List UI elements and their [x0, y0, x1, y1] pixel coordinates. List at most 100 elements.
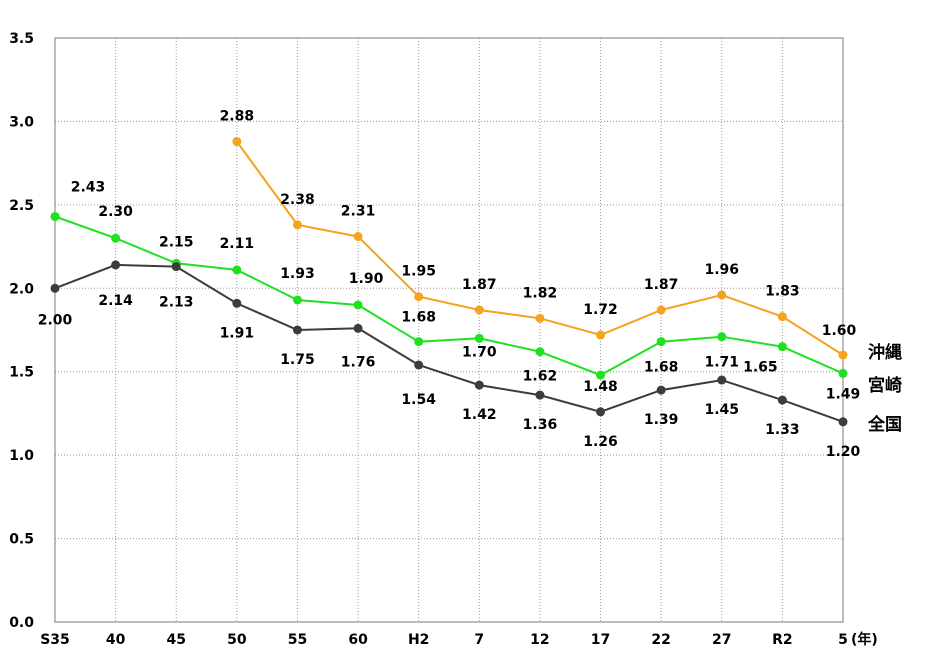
- data-point: [474, 305, 484, 315]
- data-point: [232, 265, 242, 275]
- data-point: [232, 298, 242, 308]
- data-point: [596, 330, 606, 340]
- data-label: 1.83: [765, 284, 800, 300]
- data-label: 2.88: [220, 108, 255, 124]
- data-point: [777, 395, 787, 405]
- data-label: 1.68: [401, 310, 436, 326]
- data-label: 1.76: [341, 354, 376, 370]
- data-point: [717, 290, 727, 300]
- data-point: [777, 312, 787, 322]
- data-label: 1.75: [280, 352, 315, 368]
- x-tick-label: R2: [772, 632, 793, 648]
- data-label: 1.48: [583, 379, 618, 395]
- data-point: [474, 380, 484, 390]
- data-point: [656, 337, 666, 347]
- data-label: 1.90: [349, 271, 384, 287]
- data-label: 1.93: [280, 266, 315, 282]
- data-point: [111, 233, 121, 243]
- x-tick-label: 22: [651, 632, 670, 648]
- x-tick-label: 7: [474, 632, 484, 648]
- data-label: 1.82: [523, 285, 558, 301]
- data-point: [535, 313, 545, 323]
- data-label: 1.26: [583, 434, 618, 450]
- data-point: [414, 292, 424, 302]
- data-point: [50, 212, 60, 222]
- data-label: 1.91: [220, 325, 255, 341]
- y-tick-label: 3.0: [9, 114, 34, 130]
- series-line-宮崎: [54, 215, 844, 377]
- x-tick-label: 45: [166, 632, 185, 648]
- tick-labels: 0.0 0.5 1.0 1.5 2.0 2.5 3.0 3.5 S35 40 45 50 55 60 H2 7…: [9, 31, 878, 648]
- data-point: [111, 260, 121, 270]
- x-tick-label: 60: [348, 632, 368, 648]
- data-point: [353, 232, 363, 242]
- data-point: [838, 417, 848, 427]
- data-point: [232, 136, 242, 146]
- y-tick-label: 3.5: [9, 31, 34, 47]
- data-label: 1.42: [462, 407, 497, 423]
- data-label: 1.95: [401, 264, 436, 280]
- data-point: [50, 283, 60, 293]
- y-tick-label: 0.0: [9, 615, 34, 631]
- data-point: [717, 332, 727, 342]
- data-label: 2.14: [98, 293, 133, 309]
- x-tick-label: 5: [838, 632, 848, 648]
- grid: [55, 37, 843, 622]
- data-label: 1.39: [644, 412, 679, 428]
- data-label: 2.38: [280, 192, 315, 208]
- data-point: [777, 342, 787, 352]
- data-label: 1.49: [826, 386, 861, 402]
- y-tick-label: 1.0: [9, 448, 34, 464]
- data-label: 1.62: [523, 369, 558, 385]
- data-label: 2.31: [341, 204, 376, 220]
- x-tick-label: 55: [288, 632, 307, 648]
- data-label: 1.87: [462, 277, 497, 293]
- data-label: 1.45: [704, 402, 739, 418]
- data-point: [353, 300, 363, 310]
- series-name-label: 沖縄: [868, 342, 902, 363]
- data-label: 1.20: [826, 444, 861, 460]
- data-label: 1.70: [462, 344, 497, 360]
- y-tick-label: 2.5: [9, 198, 34, 214]
- x-tick-label: 40: [106, 632, 126, 648]
- data-point: [838, 350, 848, 360]
- x-tick-label: 50: [227, 632, 247, 648]
- data-point: [292, 325, 302, 335]
- data-point: [717, 375, 727, 385]
- data-label: 1.68: [644, 360, 679, 376]
- y-tick-label: 1.5: [9, 365, 34, 381]
- data-label: 2.43: [71, 180, 106, 196]
- data-point: [535, 347, 545, 357]
- x-tick-label: 17: [591, 632, 610, 648]
- data-point: [414, 337, 424, 347]
- x-tick-label: S35: [40, 632, 70, 648]
- data-label: 1.72: [583, 302, 618, 318]
- data-point: [353, 323, 363, 333]
- data-label: 1.87: [644, 277, 679, 293]
- series-line-全国: [54, 263, 844, 423]
- data-point: [414, 360, 424, 370]
- data-point: [474, 333, 484, 343]
- series-points: [50, 136, 848, 427]
- series-name-label: 宮崎: [868, 375, 902, 396]
- data-label: 1.54: [401, 392, 436, 408]
- data-label: 2.11: [220, 236, 255, 252]
- data-point: [596, 370, 606, 380]
- data-point: [292, 295, 302, 305]
- data-point: [596, 407, 606, 417]
- plot-frame: [54, 37, 844, 623]
- x-unit-label: (年): [851, 631, 878, 648]
- data-point: [535, 390, 545, 400]
- axes: [54, 37, 844, 623]
- data-point: [292, 220, 302, 230]
- series-name-label: 全国: [867, 414, 902, 435]
- data-labels: 2.88 2.38 2.31 1.95 1.87 1.82 1.72 1.87 1.96 1.83…: [38, 108, 861, 459]
- x-tick-label: 12: [530, 632, 549, 648]
- data-label: 1.65: [743, 360, 778, 376]
- data-label: 2.00: [38, 312, 73, 328]
- x-tick-label: H2: [408, 632, 429, 648]
- x-tick-label: 27: [712, 632, 731, 648]
- data-label: 1.60: [822, 323, 857, 339]
